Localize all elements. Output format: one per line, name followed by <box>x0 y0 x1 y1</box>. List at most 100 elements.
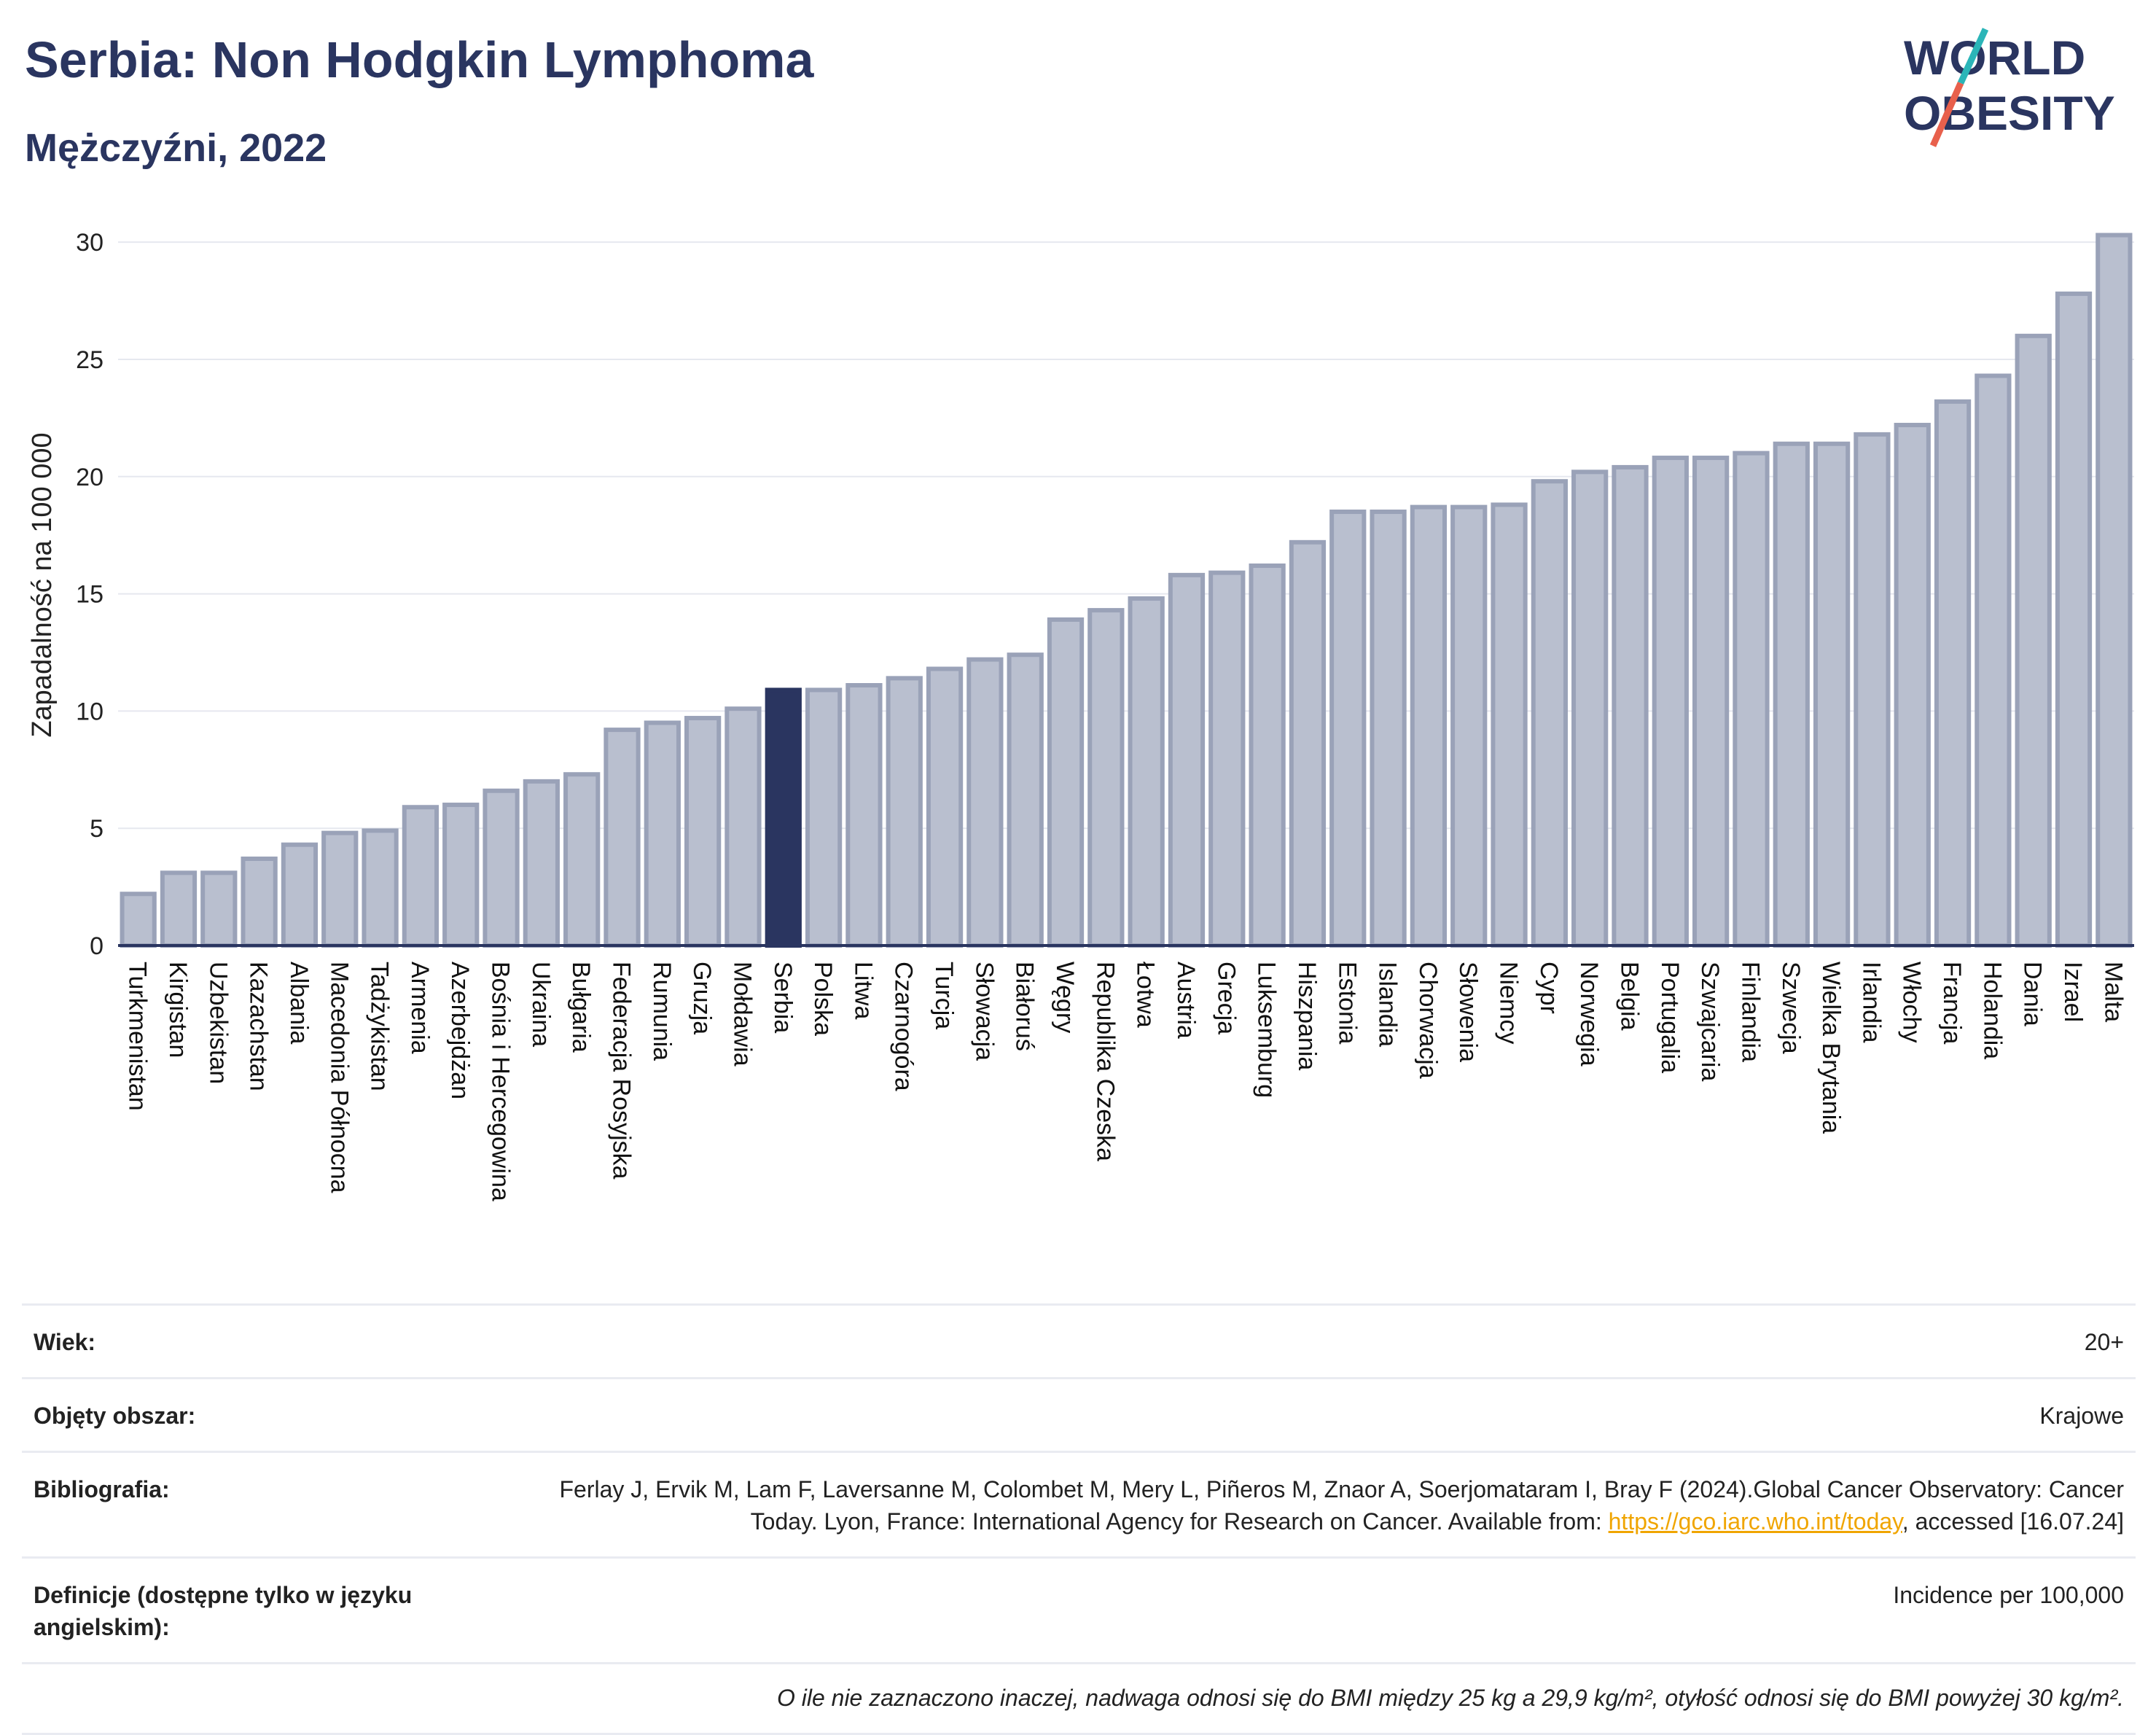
x-tick-label: Mołdawia <box>728 962 756 1067</box>
area-label: Objęty obszar: <box>34 1403 196 1429</box>
x-tick-label: Estonia <box>1333 962 1361 1044</box>
x-tick-label: Holandia <box>1978 962 2006 1059</box>
x-tick-label: Białoruś <box>1011 962 1039 1051</box>
bar <box>1854 432 1891 948</box>
x-tick-label: Uzbekistan <box>204 962 232 1084</box>
bar <box>200 870 238 948</box>
y-tick-label: 10 <box>76 698 103 725</box>
bar <box>1208 570 1246 948</box>
bar <box>362 828 399 948</box>
bar <box>402 805 440 948</box>
bar <box>1813 441 1851 948</box>
definitions-value: Incidence per 100,000 <box>1893 1582 2124 1608</box>
x-tick-label: Turkmenistan <box>124 962 152 1111</box>
x-tick-label: Rumunia <box>648 962 676 1061</box>
x-tick-label: Malta <box>2099 962 2127 1022</box>
bar <box>2015 333 2052 948</box>
x-tick-label: Albania <box>285 962 313 1045</box>
x-tick-label: Norwegia <box>1575 962 1603 1067</box>
meta-row-age: Wiek: 20+ <box>22 1303 2136 1377</box>
bar <box>886 676 923 948</box>
x-tick-label: Czarnogóra <box>890 962 918 1091</box>
x-tick-label: Szwecja <box>1777 962 1805 1054</box>
bar <box>1370 510 1407 948</box>
x-tick-label: Belgia <box>1616 962 1644 1031</box>
bar <box>442 803 480 948</box>
bibliography-link[interactable]: https://gco.iarc.who.int/today <box>1608 1508 1902 1535</box>
bar <box>2096 233 2133 948</box>
x-tick-label: Hiszpania <box>1293 962 1321 1070</box>
meta-row-area: Objęty obszar: Krajowe <box>22 1377 2136 1451</box>
logo-slash-teal <box>1957 28 1989 85</box>
bar <box>1531 479 1568 948</box>
bar <box>1128 596 1165 948</box>
x-tick-label: Irlandia <box>1857 962 1885 1043</box>
world-obesity-logo: WORLD OBESITY <box>1904 28 2115 147</box>
chart-subtitle: Mężczyźni, 2022 <box>25 126 327 170</box>
bibliography-text: Ferlay J, Ervik M, Lam F, Laversanne M, … <box>559 1476 2124 1535</box>
x-tick-label: Francja <box>1938 962 1966 1044</box>
bar <box>160 870 198 948</box>
bar-chart: 0 5 10 15 20 25 30 Zapadalność na 100 000 Turkme… <box>27 229 2134 1201</box>
x-tick-label: Szwajcaria <box>1696 962 1724 1081</box>
x-tick-label: Litwa <box>849 962 877 1019</box>
bar <box>1007 652 1044 948</box>
x-tick-label: Kirgistan <box>164 962 192 1058</box>
x-tick-label: Wielka Brytania <box>1817 962 1845 1134</box>
x-tick-label: Federacja Rosyjska <box>608 962 636 1180</box>
bar <box>1410 504 1448 948</box>
bar <box>684 716 722 948</box>
chart-title: Serbia: Non Hodgkin Lymphoma <box>25 31 814 88</box>
bar <box>1289 539 1327 948</box>
bar <box>1047 617 1085 948</box>
bar <box>1249 563 1286 948</box>
bar <box>1450 504 1488 948</box>
bar <box>805 687 843 948</box>
bar <box>1773 441 1810 948</box>
bar <box>1894 423 1931 948</box>
x-tick-label: Gruzja <box>688 962 716 1034</box>
bibliography-accessed: , accessed [16.07.24] <box>1902 1508 2124 1535</box>
bar <box>765 687 802 948</box>
y-tick-label: 5 <box>90 815 103 843</box>
x-tick-label: Luksemburg <box>1253 962 1281 1098</box>
x-tick-label: Armenia <box>406 962 434 1054</box>
x-tick-label: Finlandia <box>1736 962 1764 1062</box>
x-tick-label: Ukraina <box>527 962 555 1047</box>
bar <box>966 657 1004 948</box>
logo-slash-coral <box>1929 82 1964 147</box>
metadata-table: Wiek: 20+ Objęty obszar: Krajowe Bibliog… <box>22 1303 2136 1735</box>
x-tick-label: Azerbejdżan <box>446 962 474 1099</box>
bar <box>523 779 560 948</box>
bar <box>1571 469 1609 948</box>
x-tick-label: Turcja <box>930 962 958 1029</box>
x-tick-label: Kazachstan <box>245 962 273 1091</box>
y-axis-label: Zapadalność na 100 000 <box>27 432 58 737</box>
x-tick-label: Izrael <box>2059 962 2087 1022</box>
bar <box>1934 399 1972 948</box>
x-tick-label: Macedonia Północna <box>325 962 353 1193</box>
y-tick-label: 20 <box>76 464 103 491</box>
x-tick-label: Niemcy <box>1495 962 1523 1044</box>
bar <box>1975 373 2012 948</box>
y-tick-label: 15 <box>76 581 103 609</box>
logo-line-1: WORLD <box>1904 31 2085 85</box>
x-tick-label: Republika Czeska <box>1091 962 1119 1161</box>
bmi-note: O ile nie zaznaczono inaczej, nadwaga od… <box>22 1662 2136 1735</box>
bar <box>321 830 359 948</box>
bar <box>1612 464 1649 948</box>
bar <box>1491 502 1528 948</box>
bar <box>1692 456 1730 948</box>
x-tick-label: Islandia <box>1374 962 1402 1047</box>
bibliography-value: Ferlay J, Ervik M, Lam F, Laversanne M, … <box>485 1473 2124 1537</box>
y-tick-label: 25 <box>76 346 103 374</box>
x-tick-label: Bułgaria <box>567 962 595 1053</box>
x-tick-label: Serbia <box>769 962 797 1033</box>
y-tick-label: 0 <box>90 932 103 960</box>
x-tick-label: Cypr <box>1535 962 1563 1014</box>
area-value: Krajowe <box>2039 1403 2124 1429</box>
bar <box>724 706 762 948</box>
x-tick-label: Polska <box>809 962 837 1036</box>
bar <box>845 683 883 948</box>
bar <box>281 842 319 948</box>
